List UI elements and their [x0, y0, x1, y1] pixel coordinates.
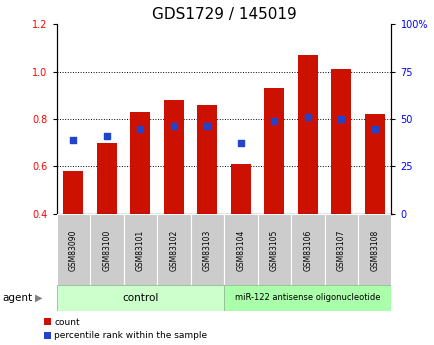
Point	[237, 140, 244, 146]
Bar	[224, 214, 257, 286]
Bar	[297, 55, 317, 214]
Text: GSM83104: GSM83104	[236, 229, 245, 271]
Bar	[63, 171, 83, 214]
Point	[70, 138, 77, 143]
Bar	[197, 105, 217, 214]
Bar	[330, 69, 351, 214]
Bar	[157, 214, 190, 286]
Text: GSM83106: GSM83106	[302, 229, 312, 271]
Point	[304, 114, 311, 119]
Bar	[263, 88, 284, 214]
Bar	[257, 214, 290, 286]
Bar	[96, 143, 117, 214]
Bar	[357, 214, 391, 286]
Text: control: control	[122, 293, 158, 303]
Title: GDS1729 / 145019: GDS1729 / 145019	[151, 7, 296, 22]
Point	[103, 133, 110, 138]
Point	[270, 119, 277, 124]
Text: GSM83100: GSM83100	[102, 229, 111, 271]
Legend: count, percentile rank within the sample: count, percentile rank within the sample	[43, 318, 207, 341]
Bar	[123, 214, 157, 286]
Bar	[290, 214, 324, 286]
Bar	[130, 112, 150, 214]
Text: GSM83108: GSM83108	[369, 229, 378, 271]
Point	[137, 126, 144, 131]
Text: GSM83102: GSM83102	[169, 229, 178, 271]
Bar	[163, 100, 184, 214]
Bar	[324, 214, 357, 286]
Bar	[364, 114, 384, 214]
Bar	[224, 285, 391, 310]
Bar	[56, 214, 90, 286]
Point	[170, 124, 177, 129]
Text: miR-122 antisense oligonucleotide: miR-122 antisense oligonucleotide	[234, 293, 380, 302]
Point	[203, 124, 210, 129]
Text: GSM83107: GSM83107	[336, 229, 345, 271]
Point	[371, 126, 378, 131]
Text: GSM83090: GSM83090	[69, 229, 78, 271]
Bar	[190, 214, 224, 286]
Text: GSM83101: GSM83101	[135, 229, 145, 271]
Point	[337, 116, 344, 122]
Bar	[230, 164, 250, 214]
Text: agent: agent	[2, 293, 32, 303]
Bar	[90, 214, 123, 286]
Text: GSM83103: GSM83103	[202, 229, 211, 271]
Bar	[56, 285, 224, 310]
Text: ▶: ▶	[35, 293, 43, 303]
Text: GSM83105: GSM83105	[269, 229, 278, 271]
